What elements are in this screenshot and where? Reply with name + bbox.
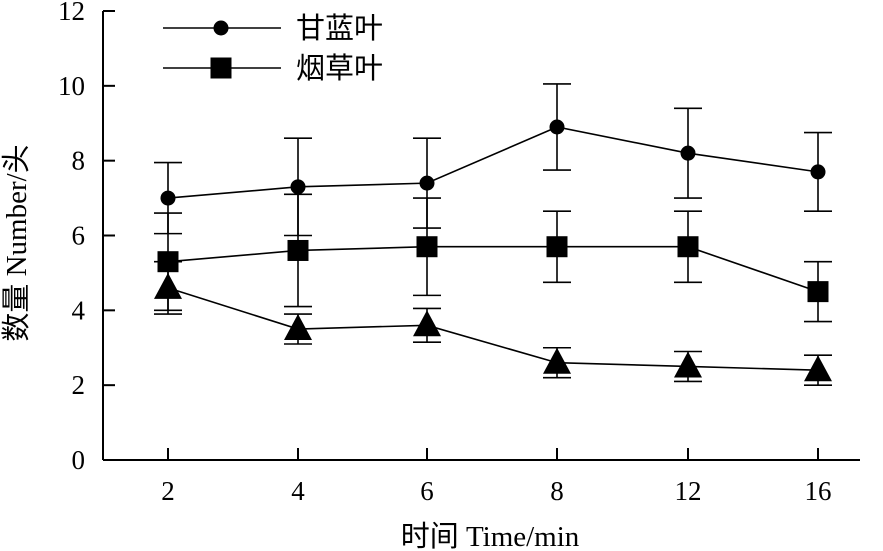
series-2 xyxy=(154,193,832,323)
data-point xyxy=(413,310,441,337)
data-point xyxy=(290,179,306,195)
data-point xyxy=(543,347,571,374)
y-tick-label: 8 xyxy=(72,146,86,176)
series-1 xyxy=(154,83,832,237)
series-3 xyxy=(154,260,832,386)
x-tick-label: 4 xyxy=(291,476,305,506)
data-point xyxy=(804,355,832,382)
y-tick-label: 6 xyxy=(72,221,86,251)
data-point xyxy=(680,145,696,161)
data-point xyxy=(810,164,826,180)
legend-marker xyxy=(210,57,232,79)
data-point xyxy=(287,239,309,261)
y-tick-label: 4 xyxy=(72,295,86,325)
axes: 0 2 4 6 8 10 12 2 4 6 8 12 16 xyxy=(58,0,860,506)
x-tick-label: 8 xyxy=(550,476,564,506)
data-point xyxy=(160,190,176,206)
data-point xyxy=(674,351,702,378)
x-tick-label: 6 xyxy=(420,476,434,506)
y-tick-label: 2 xyxy=(72,370,86,400)
data-point xyxy=(284,314,312,341)
data-point xyxy=(419,175,435,191)
data-point xyxy=(677,236,699,258)
legend-marker xyxy=(213,20,229,36)
data-point xyxy=(416,236,438,258)
series-line xyxy=(167,126,819,199)
series-line xyxy=(167,245,819,293)
data-point xyxy=(807,281,829,303)
x-tick-label: 12 xyxy=(675,476,702,506)
y-tick-label: 0 xyxy=(72,445,86,475)
data-point xyxy=(549,119,565,135)
legend-label: 烟草叶 xyxy=(296,52,383,85)
x-tick-label: 2 xyxy=(161,476,175,506)
x-axis-label: 时间 Time/min xyxy=(401,520,580,551)
x-tick-label: 16 xyxy=(805,476,832,506)
series-line xyxy=(167,287,819,371)
y-tick-label: 12 xyxy=(58,0,85,26)
data-point xyxy=(546,236,568,258)
data-point xyxy=(154,272,182,299)
series-layer xyxy=(154,83,832,386)
legend-label: 甘蓝叶 xyxy=(296,12,383,45)
y-tick-label: 10 xyxy=(58,71,85,101)
y-axis-label: 数量 Number/头 xyxy=(0,144,33,341)
